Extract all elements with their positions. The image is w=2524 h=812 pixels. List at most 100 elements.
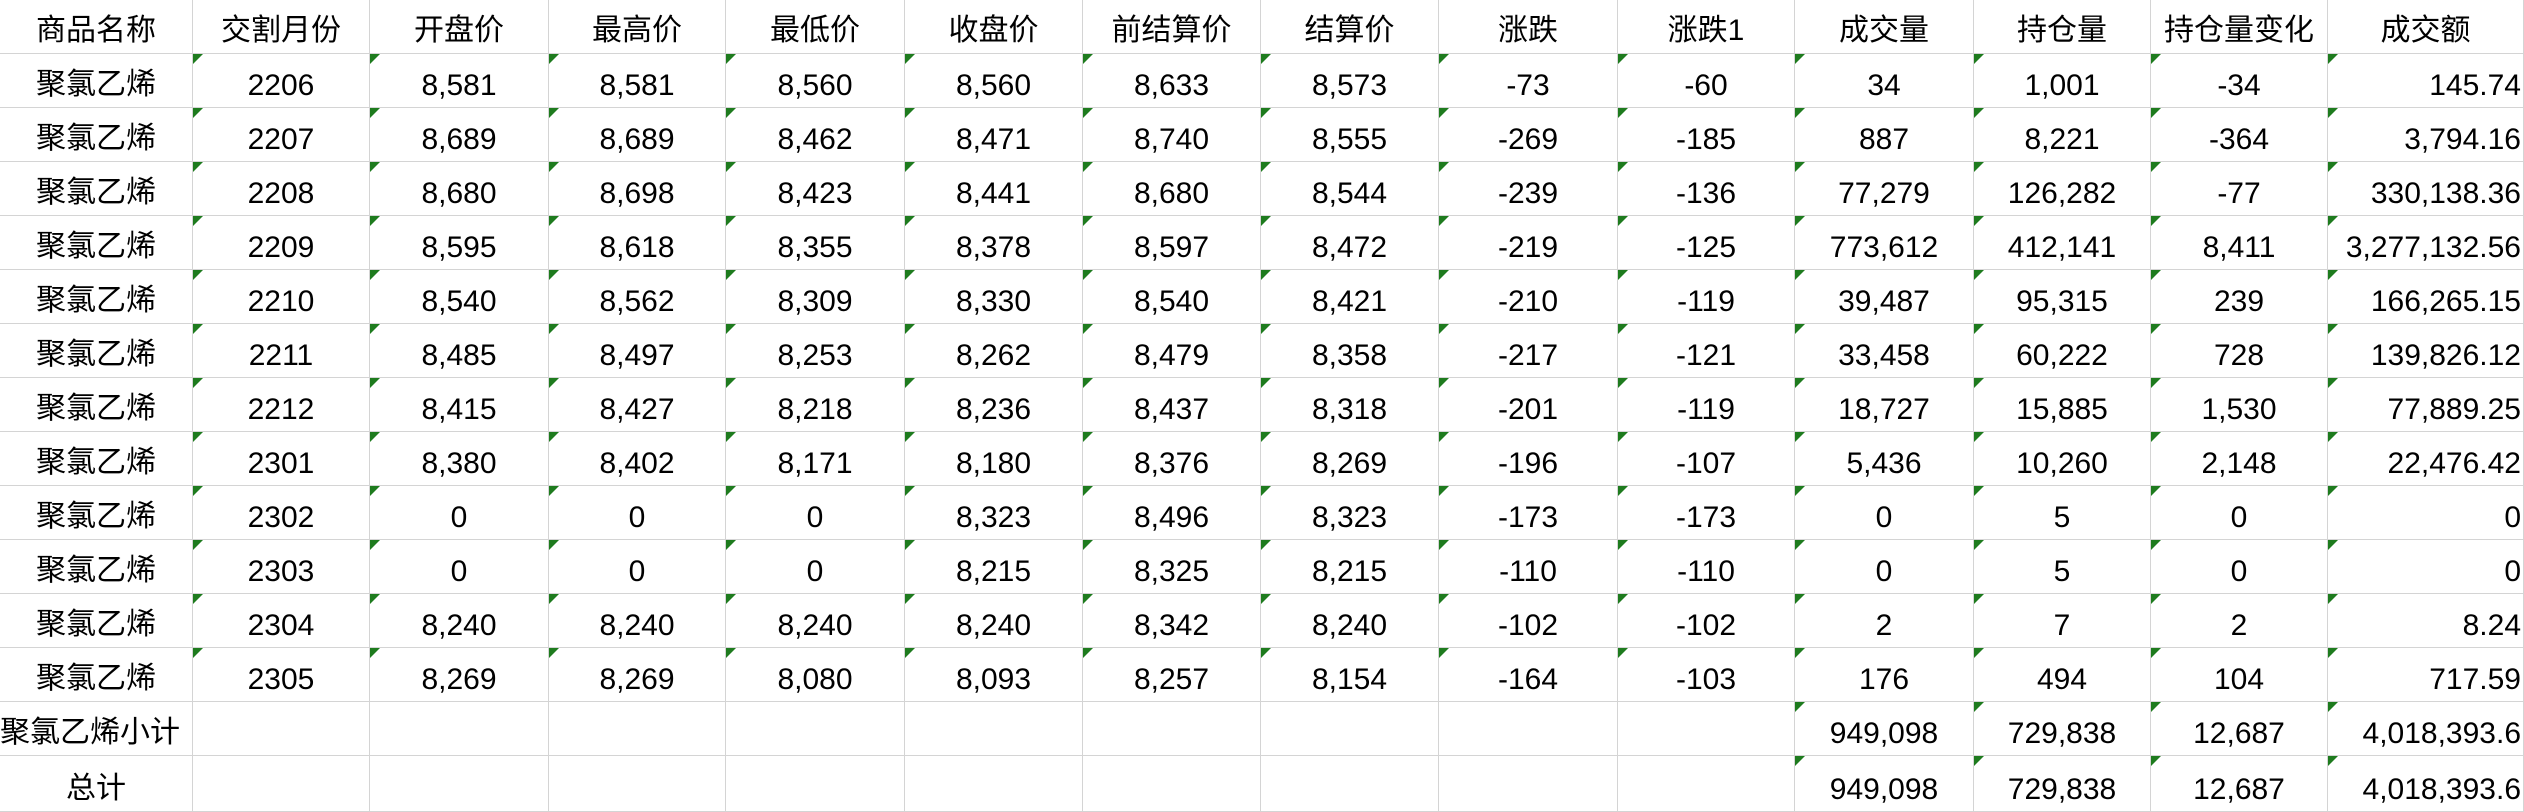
data-cell: 2302 [193,486,370,540]
data-cell: 126,282 [1974,162,2151,216]
data-cell: 3,794.16 [2328,108,2524,162]
data-cell: 8,215 [905,540,1083,594]
data-cell: 176 [1795,648,1974,702]
data-cell: 8,380 [370,432,549,486]
data-cell: 8,680 [1083,162,1261,216]
data-cell: 2208 [193,162,370,216]
data-cell: 2 [1795,594,1974,648]
data-cell: 8,269 [549,648,726,702]
row-label: 聚氯乙烯 [0,594,193,648]
data-cell: 330,138.36 [2328,162,2524,216]
empty-cell [1618,756,1795,812]
empty-cell [370,756,549,812]
data-cell: 494 [1974,648,2151,702]
data-cell: -201 [1439,378,1618,432]
data-cell: 5 [1974,540,2151,594]
header-cell: 成交额 [2328,0,2524,54]
data-cell: 8,689 [370,108,549,162]
data-cell: 8,472 [1261,216,1439,270]
data-cell: 8,555 [1261,108,1439,162]
empty-cell [1618,702,1795,756]
total-cell: 12,687 [2151,756,2328,812]
total-cell: 12,687 [2151,702,2328,756]
row-label: 聚氯乙烯 [0,378,193,432]
data-cell: 8,342 [1083,594,1261,648]
data-cell: 8,560 [726,54,905,108]
data-cell: 717.59 [2328,648,2524,702]
data-cell: 22,476.42 [2328,432,2524,486]
header-cell: 最高价 [549,0,726,54]
data-cell: 5,436 [1795,432,1974,486]
data-cell: -269 [1439,108,1618,162]
header-cell: 前结算价 [1083,0,1261,54]
data-cell: 8,479 [1083,324,1261,378]
data-cell: 8,497 [549,324,726,378]
data-cell: 8,171 [726,432,905,486]
data-cell: 8,330 [905,270,1083,324]
empty-cell [193,702,370,756]
data-cell: 8,240 [905,594,1083,648]
data-cell: 33,458 [1795,324,1974,378]
data-cell: -103 [1618,648,1795,702]
data-cell: 8,560 [905,54,1083,108]
data-cell: 8.24 [2328,594,2524,648]
data-cell: 8,358 [1261,324,1439,378]
data-cell: 8,485 [370,324,549,378]
data-cell: 145.74 [2328,54,2524,108]
header-cell: 成交量 [1795,0,1974,54]
data-cell: -73 [1439,54,1618,108]
data-cell: -77 [2151,162,2328,216]
row-label: 聚氯乙烯 [0,162,193,216]
data-cell: 8,680 [370,162,549,216]
data-cell: 0 [549,540,726,594]
row-label: 聚氯乙烯 [0,648,193,702]
data-cell: -110 [1439,540,1618,594]
empty-cell [1261,756,1439,812]
data-cell: -110 [1618,540,1795,594]
total-label: 总计 [0,756,193,812]
data-cell: 95,315 [1974,270,2151,324]
data-cell: -173 [1439,486,1618,540]
data-cell: 8,581 [370,54,549,108]
data-cell: 8,595 [370,216,549,270]
header-cell: 开盘价 [370,0,549,54]
header-cell: 最低价 [726,0,905,54]
empty-cell [193,756,370,812]
data-cell: 60,222 [1974,324,2151,378]
row-label: 聚氯乙烯 [0,540,193,594]
row-label: 聚氯乙烯 [0,324,193,378]
header-cell: 涨跌1 [1618,0,1795,54]
data-cell: 8,240 [726,594,905,648]
data-cell: 773,612 [1795,216,1974,270]
data-cell: 8,471 [905,108,1083,162]
data-cell: 8,573 [1261,54,1439,108]
data-cell: 0 [549,486,726,540]
header-cell: 持仓量变化 [2151,0,2328,54]
data-cell: 15,885 [1974,378,2151,432]
data-cell: 8,323 [905,486,1083,540]
data-cell: 0 [2328,486,2524,540]
data-cell: 10,260 [1974,432,2151,486]
data-cell: 8,437 [1083,378,1261,432]
data-cell: 2210 [193,270,370,324]
empty-cell [726,756,905,812]
data-cell: 166,265.15 [2328,270,2524,324]
data-cell: 34 [1795,54,1974,108]
data-cell: 2212 [193,378,370,432]
data-cell: 8,423 [726,162,905,216]
data-cell: 728 [2151,324,2328,378]
data-cell: 0 [2328,540,2524,594]
data-cell: 8,581 [549,54,726,108]
data-cell: 8,240 [1261,594,1439,648]
data-cell: 8,240 [370,594,549,648]
total-cell: 729,838 [1974,702,2151,756]
data-cell: 8,544 [1261,162,1439,216]
data-cell: 8,215 [1261,540,1439,594]
data-cell: 0 [370,540,549,594]
row-label: 聚氯乙烯 [0,54,193,108]
data-cell: 8,618 [549,216,726,270]
empty-cell [549,702,726,756]
empty-cell [1083,702,1261,756]
empty-cell [726,702,905,756]
data-cell: 8,540 [1083,270,1261,324]
